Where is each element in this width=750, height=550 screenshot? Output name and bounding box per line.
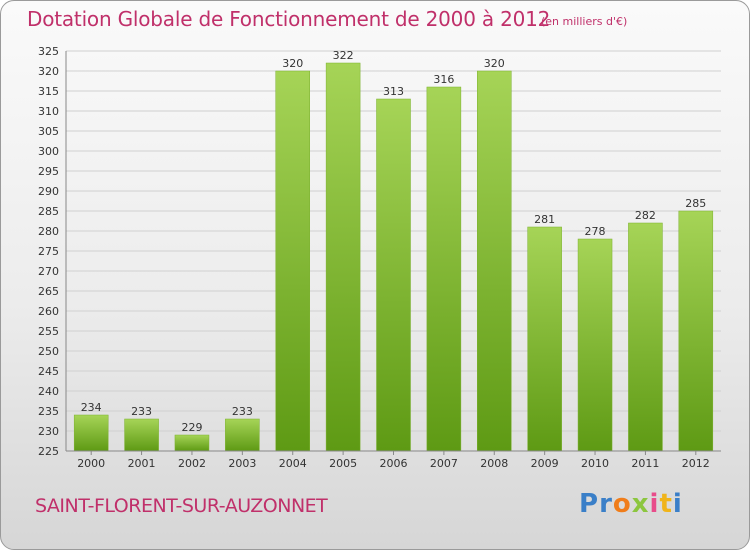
data-label-2010: 278 xyxy=(585,225,606,238)
bar-layer: 234 233 229 233 320 322 313 316 320 281 278 282 285 xyxy=(73,49,714,452)
data-label-2000: 234 xyxy=(81,401,102,414)
data-label-2003: 233 xyxy=(232,405,253,418)
y-tick-label: 225 xyxy=(38,445,59,458)
data-label-2008: 320 xyxy=(484,57,505,70)
logo-letter: i xyxy=(672,489,683,519)
x-tick-label-2009: 2009 xyxy=(531,457,559,470)
bar-2001 xyxy=(124,418,159,452)
y-tick-label: 280 xyxy=(38,225,59,238)
y-tick-label: 275 xyxy=(38,245,59,258)
data-label-2007: 316 xyxy=(433,73,454,86)
data-label-2004: 320 xyxy=(282,57,303,70)
x-tick-label-2003: 2003 xyxy=(228,457,256,470)
logo-letter: i xyxy=(649,489,660,519)
x-tick-label-2005: 2005 xyxy=(329,457,357,470)
data-label-2006: 313 xyxy=(383,85,404,98)
bar-2010 xyxy=(577,238,613,452)
bar-2000 xyxy=(73,414,109,452)
unit-label: (en milliers d'€) xyxy=(541,15,628,28)
y-tick-label: 325 xyxy=(38,45,59,58)
chart-title: Dotation Globale de Fonctionnement de 20… xyxy=(27,7,551,31)
y-tick-label: 300 xyxy=(38,145,59,158)
data-label-2009: 281 xyxy=(534,213,555,226)
data-label-2005: 322 xyxy=(333,49,354,62)
y-tick-label: 250 xyxy=(38,345,59,358)
bar-2011 xyxy=(628,222,663,452)
x-tick-label-2002: 2002 xyxy=(178,457,206,470)
bar-2005 xyxy=(325,62,361,452)
bar-2002 xyxy=(174,434,210,452)
bar-2008 xyxy=(477,70,512,452)
logo-letter: t xyxy=(659,489,673,519)
bar-2009 xyxy=(527,226,562,452)
data-label-2012: 285 xyxy=(685,197,706,210)
y-tick-label: 310 xyxy=(38,105,59,118)
bar-2006 xyxy=(376,98,411,452)
y-tick-label: 285 xyxy=(38,205,59,218)
y-tick-label: 230 xyxy=(38,425,59,438)
y-tick-label: 255 xyxy=(38,325,59,338)
bar-2004 xyxy=(275,70,310,452)
x-tick-label-2007: 2007 xyxy=(430,457,458,470)
y-tick-label: 260 xyxy=(38,305,59,318)
x-tick-label-2006: 2006 xyxy=(380,457,408,470)
x-tick-label-2001: 2001 xyxy=(128,457,156,470)
y-tick-label: 245 xyxy=(38,365,59,378)
x-tick-label-2000: 2000 xyxy=(77,457,105,470)
bar-2007 xyxy=(426,86,462,452)
y-tick-label: 315 xyxy=(38,85,59,98)
data-label-2002: 229 xyxy=(181,421,202,434)
data-label-2001: 233 xyxy=(131,405,152,418)
logo-letter: o xyxy=(612,489,632,519)
bar-2012 xyxy=(678,210,714,452)
y-tick-label: 305 xyxy=(38,125,59,138)
logo-letter: x xyxy=(631,489,650,519)
y-tick-label: 240 xyxy=(38,385,59,398)
y-tick-label: 295 xyxy=(38,165,59,178)
bar-2003 xyxy=(225,418,260,452)
x-tick-label-2011: 2011 xyxy=(631,457,659,470)
x-tick-label-2010: 2010 xyxy=(581,457,609,470)
data-label-2011: 282 xyxy=(635,209,656,222)
x-tick-label-2008: 2008 xyxy=(480,457,508,470)
y-tick-label: 320 xyxy=(38,65,59,78)
logo-letter: P xyxy=(579,489,600,519)
y-tick-label: 265 xyxy=(38,285,59,298)
x-tick-label-2012: 2012 xyxy=(682,457,710,470)
proxiti-logo[interactable]: Proxiti xyxy=(579,489,683,519)
axis-layer: 2252302352402452502552602652702752802852… xyxy=(38,45,721,470)
logo-letter: r xyxy=(599,489,613,519)
y-tick-label: 290 xyxy=(38,185,59,198)
x-tick-label-2004: 2004 xyxy=(279,457,307,470)
y-tick-label: 270 xyxy=(38,265,59,278)
city-name: SAINT-FLORENT-SUR-AUZONNET xyxy=(35,495,328,517)
y-tick-label: 235 xyxy=(38,405,59,418)
